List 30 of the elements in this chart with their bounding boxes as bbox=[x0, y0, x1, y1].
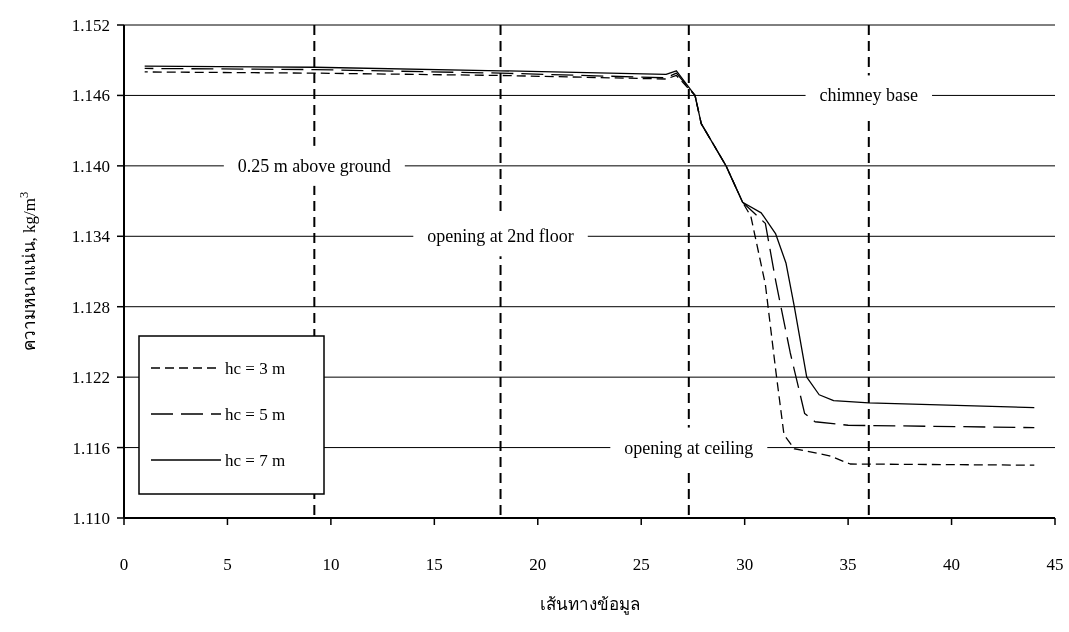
x-tick-label: 30 bbox=[736, 555, 754, 574]
y-tick-label: 1.146 bbox=[71, 86, 110, 106]
y-tick-label: 1.128 bbox=[71, 297, 110, 317]
annotation: 0.25 m above ground bbox=[223, 145, 405, 186]
annotation: 0.25 m above ground bbox=[237, 155, 391, 176]
x-tick-label: 0 bbox=[119, 555, 129, 574]
legend-label: hc = 3 m bbox=[225, 359, 286, 378]
x-tick-label: 45 bbox=[1046, 555, 1064, 574]
y-tick-label: 1.152 bbox=[71, 16, 110, 35]
y-tick-label: 1.122 bbox=[71, 368, 110, 388]
annotation: opening at 2nd floor bbox=[427, 226, 574, 247]
x-tick-label: 10 bbox=[322, 555, 340, 574]
y-tick-label: 1.134 bbox=[71, 227, 111, 247]
x-tick-label: 35 bbox=[839, 555, 857, 574]
annotation: opening at 2nd floor bbox=[413, 216, 588, 257]
x-axis-title: เส้นทางข้อมูล bbox=[539, 595, 640, 615]
x-tick-label: 25 bbox=[632, 555, 650, 574]
annotation: chimney base bbox=[819, 85, 919, 106]
y-tick-label: 1.116 bbox=[72, 438, 110, 458]
annotation: opening at ceiling bbox=[624, 437, 754, 458]
x-tick-label: 15 bbox=[425, 555, 443, 574]
legend-label: hc = 7 m bbox=[225, 451, 286, 470]
legend-label: hc = 5 m bbox=[225, 405, 286, 424]
annotation: opening at ceiling bbox=[610, 427, 768, 468]
x-tick-label: 5 bbox=[223, 555, 232, 574]
y-tick-label: 1.140 bbox=[71, 156, 110, 176]
x-tick-label: 40 bbox=[943, 555, 961, 574]
y-tick-label: 1.110 bbox=[72, 509, 110, 528]
x-tick-label: 20 bbox=[529, 555, 547, 574]
annotation: chimney base bbox=[805, 75, 933, 116]
